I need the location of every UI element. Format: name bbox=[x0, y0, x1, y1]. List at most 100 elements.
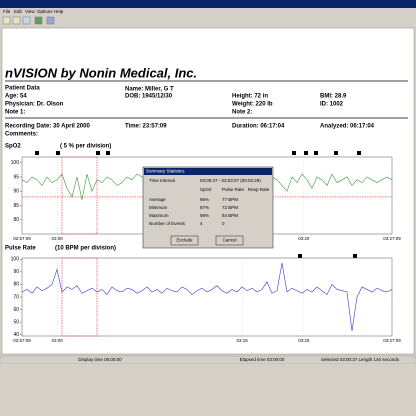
dialog-rows: Average 95% 77 BPM Minimum 87% 72 BPM Maximum 9… bbox=[149, 197, 238, 226]
status-bar: Display time 06:00:00 Elapsed time 03:00… bbox=[0, 355, 416, 365]
event-marker bbox=[292, 151, 296, 155]
x-tick-label: 03:27:09 bbox=[383, 236, 401, 241]
x-tick-label: 03:27:09 bbox=[383, 338, 401, 343]
field: Recording Date: 30 April 2000 bbox=[5, 124, 90, 130]
field: Time: 23:57:09 bbox=[125, 124, 167, 130]
tool-button[interactable] bbox=[46, 16, 55, 25]
menu-item[interactable]: File bbox=[3, 9, 11, 14]
event-marker bbox=[56, 151, 60, 155]
menu-item[interactable]: Help bbox=[54, 9, 64, 14]
dialog-cell: Minimum bbox=[149, 205, 168, 210]
selection[interactable] bbox=[61, 257, 98, 337]
dialog-cell: 95% bbox=[200, 197, 209, 202]
field: Name: Miller, G T bbox=[125, 87, 174, 93]
menu-item[interactable]: View bbox=[25, 9, 35, 14]
y-tick-label: 80 bbox=[13, 282, 19, 288]
event-marker bbox=[357, 151, 361, 155]
field: Comments: bbox=[5, 132, 38, 138]
field: DOB: 1945/12/30 bbox=[125, 94, 173, 100]
button-label[interactable]: Cancel bbox=[222, 238, 236, 243]
tool-button[interactable] bbox=[12, 16, 21, 25]
x-tick-label: 03:20 bbox=[298, 338, 310, 343]
column-header: Pulse Rate bbox=[222, 187, 245, 192]
dialog-cell: 84 BPM bbox=[222, 213, 238, 218]
menu-item[interactable]: Options bbox=[37, 9, 53, 14]
field: Note 1: bbox=[5, 110, 25, 116]
charts: SpO2 ( 5 % per division) 100 95 90 85 80 02:57:… bbox=[5, 144, 401, 344]
dialog-cell: 98% bbox=[200, 213, 209, 218]
event-marker bbox=[96, 151, 100, 155]
dialog-cell: Average bbox=[149, 197, 166, 202]
tool-button[interactable] bbox=[22, 16, 31, 25]
chart-subtitle: ( 5 % per division) bbox=[60, 144, 111, 150]
dialog-cell: 0 bbox=[222, 221, 225, 226]
status-text: Elapsed time 03:00:00 bbox=[240, 357, 285, 362]
x-tick-label: 03:00 bbox=[52, 338, 64, 343]
chart-subtitle: (10 BPM per division) bbox=[55, 246, 116, 252]
y-tick-label: 50 bbox=[13, 319, 19, 325]
y-tick-label: 70 bbox=[13, 294, 19, 300]
field: Analyzed: 06:17:04 bbox=[320, 124, 375, 130]
dialog-cell: 77 BPM bbox=[222, 197, 238, 202]
button-label[interactable]: Exclude bbox=[176, 238, 193, 243]
chart-title: Pulse Rate bbox=[5, 246, 36, 252]
window-bottom bbox=[0, 364, 416, 416]
event-marker bbox=[35, 151, 39, 155]
event-marker bbox=[353, 254, 357, 258]
field: Duration: 06:17:04 bbox=[232, 124, 285, 130]
dialog-cell: 87% bbox=[200, 205, 209, 210]
dialog: Summary Statistics Time Interval 03:00:3… bbox=[142, 166, 274, 249]
dialog-title-bar bbox=[144, 168, 272, 175]
y-tick-label: 95 bbox=[13, 174, 19, 180]
field: BMI: 28.9 bbox=[320, 94, 347, 100]
status-text: Selected 03:00:37 Length 146 seconds bbox=[321, 357, 400, 362]
y-tick-label: 60 bbox=[13, 307, 19, 313]
field: Age: 54 bbox=[5, 94, 27, 100]
dialog-cell: Number of Events bbox=[149, 221, 186, 226]
column-header: Resp Rate bbox=[248, 187, 270, 192]
dialog-value: 03:00:37 - 03:03:07 (00:02:29) bbox=[200, 178, 261, 183]
x-tick-label: 02:57:09 bbox=[13, 338, 31, 343]
event-marker bbox=[314, 151, 318, 155]
dialog-label: Time Interval bbox=[149, 178, 175, 183]
x-tick-label: 03:00 bbox=[52, 236, 64, 241]
event-marker bbox=[304, 151, 308, 155]
event-markers bbox=[35, 151, 361, 258]
y-tick-label: 90 bbox=[13, 269, 19, 275]
y-tick-label: 100 bbox=[11, 160, 20, 166]
field: Physician: Dr. Olson bbox=[5, 102, 64, 108]
tool-button[interactable] bbox=[34, 16, 43, 25]
toolbar bbox=[2, 16, 55, 25]
x-tick-label: 02:57:09 bbox=[13, 236, 31, 241]
column-header: SpO2 bbox=[200, 187, 212, 192]
menu-bar: File Edit View Options Help bbox=[3, 9, 64, 14]
waveform bbox=[21, 262, 393, 332]
y-tick-label: 90 bbox=[13, 189, 19, 195]
x-tick-label: 03:15 bbox=[237, 338, 249, 343]
status-text: Display time 06:00:00 bbox=[78, 357, 122, 362]
dialog-frame bbox=[142, 166, 274, 249]
button[interactable] bbox=[170, 235, 199, 246]
dialog-cell: Maximum bbox=[149, 213, 169, 218]
dialog-cell: 72 BPM bbox=[222, 205, 238, 210]
field: Note 2: bbox=[232, 110, 252, 116]
y-tick-label: 85 bbox=[13, 203, 19, 209]
section-heading: Patient Data bbox=[5, 86, 40, 92]
field: Weight: 220 lb bbox=[232, 102, 273, 108]
title-bar bbox=[0, 0, 416, 8]
menu-item[interactable]: Edit bbox=[14, 9, 23, 14]
event-marker bbox=[334, 151, 338, 155]
y-tick-label: 80 bbox=[13, 217, 19, 223]
chart-title: SpO2 bbox=[5, 144, 21, 150]
dialog-cell: 4 bbox=[200, 221, 203, 226]
selection[interactable] bbox=[61, 156, 98, 235]
report-title: nVISION by Nonin Medical, Inc. bbox=[5, 65, 197, 80]
y-tick-label: 100 bbox=[11, 257, 20, 263]
event-marker bbox=[298, 254, 302, 258]
field: Height: 72 in bbox=[232, 94, 268, 100]
dialog-title: Summary Statistics bbox=[146, 169, 185, 174]
x-tick-label: 03:20 bbox=[298, 236, 310, 241]
tool-button[interactable] bbox=[2, 16, 11, 25]
button[interactable] bbox=[215, 235, 244, 246]
